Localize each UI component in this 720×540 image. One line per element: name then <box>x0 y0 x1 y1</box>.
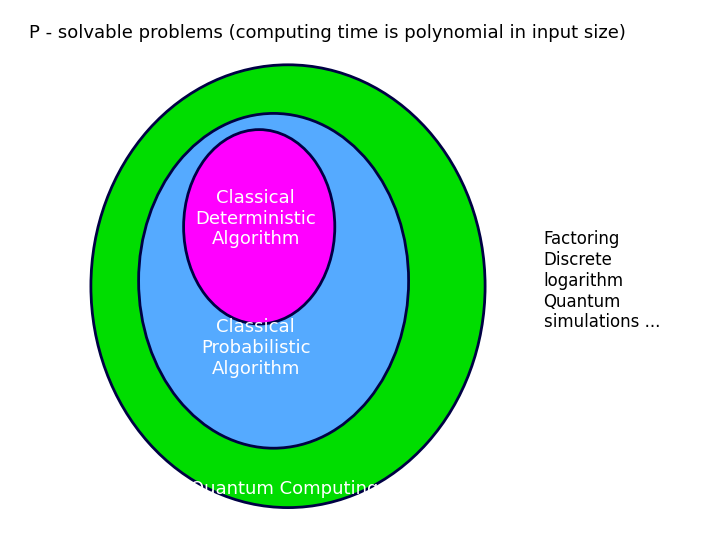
Text: Quantum Computing: Quantum Computing <box>190 480 379 498</box>
Text: Factoring
Discrete
logarithm
Quantum
simulations ...: Factoring Discrete logarithm Quantum sim… <box>544 230 660 332</box>
Ellipse shape <box>91 65 485 508</box>
Text: Classical
Deterministic
Algorithm: Classical Deterministic Algorithm <box>195 189 316 248</box>
Text: Classical
Probabilistic
Algorithm: Classical Probabilistic Algorithm <box>201 319 310 378</box>
Text: P - solvable problems (computing time is polynomial in input size): P - solvable problems (computing time is… <box>29 24 626 42</box>
Ellipse shape <box>184 130 335 324</box>
Ellipse shape <box>139 113 409 448</box>
